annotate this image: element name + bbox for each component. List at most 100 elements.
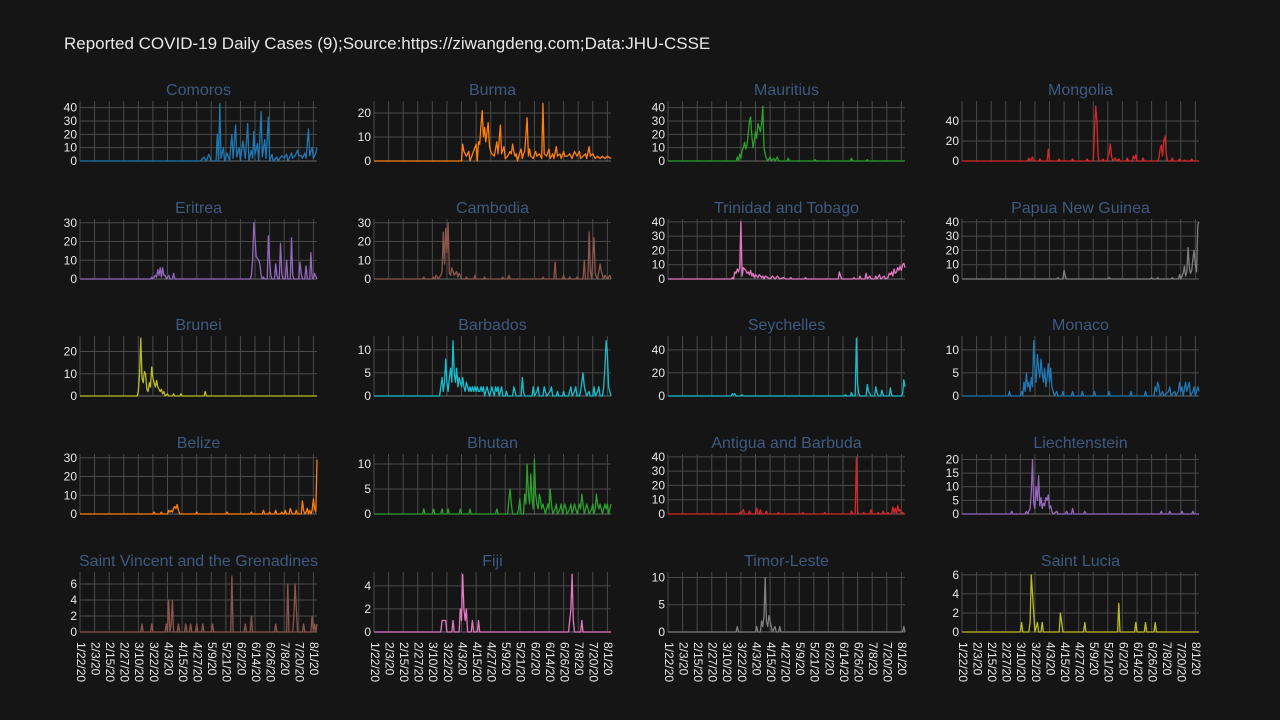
y-tick-label: 10 [946,343,960,357]
subplot-title: Fiji [482,553,502,570]
x-tick-label: 6/14/20 [837,642,851,682]
x-tick-label: 7/20/20 [293,642,307,682]
x-tick-label: 6/2/20 [234,642,248,676]
y-tick-label: 10 [652,570,666,584]
subplot-burma: 0 10 20 Burma [358,82,612,168]
subplot-title: Belize [177,435,221,452]
series-line [668,221,906,280]
subplot-title: Trinidad and Tobago [714,200,859,217]
x-tick-label: 1/22/20 [368,642,382,682]
x-tick-label: 8/1/20 [307,642,321,676]
series-line [80,222,318,280]
subplot-title: Saint Lucia [1041,553,1120,570]
y-tick-label: 30 [946,229,960,243]
series-line [962,339,1200,397]
y-tick-label: 0 [364,272,371,286]
x-tick-label: 5/21/20 [514,642,528,682]
x-tick-label: 2/3/20 [382,642,396,676]
y-tick-label: 0 [952,272,959,286]
x-tick-label: 3/10/20 [132,642,146,682]
x-tick-label: 2/3/20 [970,642,984,676]
y-tick-label: 10 [652,258,666,272]
series-line [668,456,905,515]
series-line [374,222,612,280]
subplot-belize: 0 10 20 30 Belize [64,435,318,521]
y-tick-label: 10 [64,253,78,267]
x-tick-label: 3/10/20 [720,642,734,682]
y-tick-label: 5 [658,598,665,612]
series-line [374,573,611,633]
y-tick-label: 10 [64,141,78,155]
subplot-title: Seychelles [748,317,825,334]
x-tick-label: 6/26/20 [557,642,571,682]
subplot-bhutan: 0 5 10 Bhutan [358,435,612,521]
series-line [80,459,318,515]
y-tick-label: 2 [70,609,77,623]
y-tick-label: 40 [64,101,78,115]
y-tick-label: 20 [652,127,666,141]
series-line [962,574,1199,633]
y-tick-label: 30 [64,114,78,128]
subplot-barbados: 0 5 10 Barbados [358,317,612,403]
x-tick-label: 2/3/20 [676,642,690,676]
y-tick-label: 0 [364,389,371,403]
subplot-title: Timor-Leste [744,553,829,570]
y-tick-label: 5 [952,493,959,507]
y-tick-label: 10 [358,253,372,267]
x-tick-label: 4/3/20 [455,642,469,676]
y-tick-label: 30 [64,451,78,465]
y-tick-label: 40 [946,215,960,229]
y-tick-label: 20 [652,366,666,380]
y-tick-label: 5 [364,482,371,496]
subplot-title: Eritrea [175,200,222,217]
y-tick-label: 5 [364,366,371,380]
series-line [962,221,1200,280]
subplot-seychelles: 0 20 40 Seychelles [652,317,906,403]
y-tick-label: 0 [658,389,665,403]
y-tick-label: 20 [358,106,372,120]
y-tick-label: 10 [64,488,78,502]
x-tick-label: 4/27/20 [485,642,499,682]
x-tick-label: 6/2/20 [1116,642,1130,676]
x-tick-label: 6/26/20 [851,642,865,682]
x-tick-label: 5/9/20 [793,642,807,676]
y-tick-label: 30 [64,216,78,230]
x-tick-label: 6/26/20 [1145,642,1159,682]
y-tick-label: 15 [946,466,960,480]
x-tick-label: 4/15/20 [176,642,190,682]
y-tick-label: 30 [652,114,666,128]
y-tick-label: 0 [952,625,959,639]
y-tick-label: 20 [946,452,960,466]
y-tick-label: 30 [652,464,666,478]
y-tick-label: 10 [946,258,960,272]
x-tick-label: 6/14/20 [1131,642,1145,682]
series-line [80,575,318,633]
subplot-monaco: 0 5 10 Monaco [946,317,1200,403]
x-tick-label: 4/15/20 [1058,642,1072,682]
x-tick-label: 6/14/20 [249,642,263,682]
y-tick-label: 10 [358,457,372,471]
y-tick-label: 0 [364,154,371,168]
subplot-title: Burma [469,82,516,99]
y-tick-label: 10 [358,130,372,144]
series-line [374,339,612,397]
y-tick-label: 20 [946,243,960,257]
subplot-fiji: 0 2 4 Fiji 1/22/20 2/3/20 2/15/20 2/27/20 3/10/2… [364,553,615,682]
subplot-title: Saint Vincent and the Grenadines [79,553,318,570]
x-tick-label: 3/10/20 [426,642,440,682]
series-line [668,337,906,397]
x-tick-label: 1/22/20 [956,642,970,682]
x-tick-label: 2/15/20 [985,642,999,682]
x-tick-label: 8/1/20 [601,642,615,676]
x-tick-label: 2/3/20 [88,642,102,676]
series-line [962,458,1199,515]
subplot-title: Barbados [458,317,527,334]
x-tick-label: 2/27/20 [1000,642,1014,682]
y-tick-label: 0 [70,272,77,286]
y-tick-label: 0 [952,154,959,168]
